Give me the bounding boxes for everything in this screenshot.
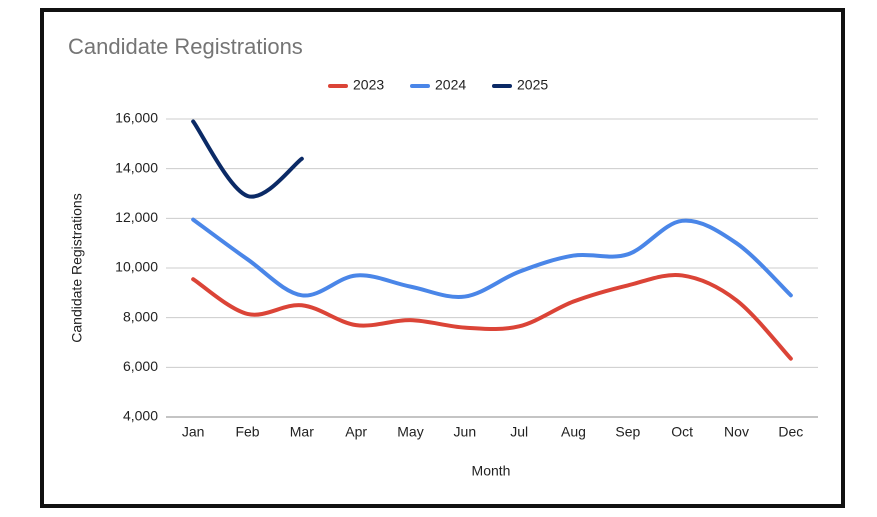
x-tick-label: Sep: [615, 424, 640, 440]
legend-label: 2023: [353, 77, 384, 93]
y-tick-label: 4,000: [123, 408, 158, 424]
x-tick-label: Oct: [671, 424, 693, 440]
series-line: [191, 217, 793, 299]
y-tick-label: 6,000: [123, 358, 158, 374]
x-tick-label: Jan: [182, 424, 205, 440]
y-tick-label: 10,000: [115, 259, 158, 275]
series-line: [191, 272, 793, 361]
y-tick-label: 14,000: [115, 159, 158, 175]
x-tick-label: Aug: [561, 424, 586, 440]
y-tick-label: 8,000: [123, 308, 158, 324]
x-tick-label: Dec: [778, 424, 803, 440]
x-tick-label: May: [397, 424, 423, 440]
x-tick-label: Apr: [345, 424, 367, 440]
x-axis-label: Month: [472, 463, 511, 479]
frame: [40, 8, 845, 508]
legend-label: 2025: [517, 77, 548, 93]
y-axis-label: Candidate Registrations: [69, 193, 85, 342]
x-tick-label: Jun: [454, 424, 477, 440]
x-tick-label: Feb: [235, 424, 259, 440]
x-tick-label: Jul: [510, 424, 528, 440]
x-tick-label: Mar: [290, 424, 314, 440]
x-tick-label: Nov: [724, 424, 749, 440]
y-tick-label: 12,000: [115, 209, 158, 225]
legend-label: 2024: [435, 77, 466, 93]
y-tick-label: 16,000: [115, 110, 158, 126]
series-line: [191, 119, 304, 199]
chart-title: Candidate Registrations: [68, 34, 303, 59]
